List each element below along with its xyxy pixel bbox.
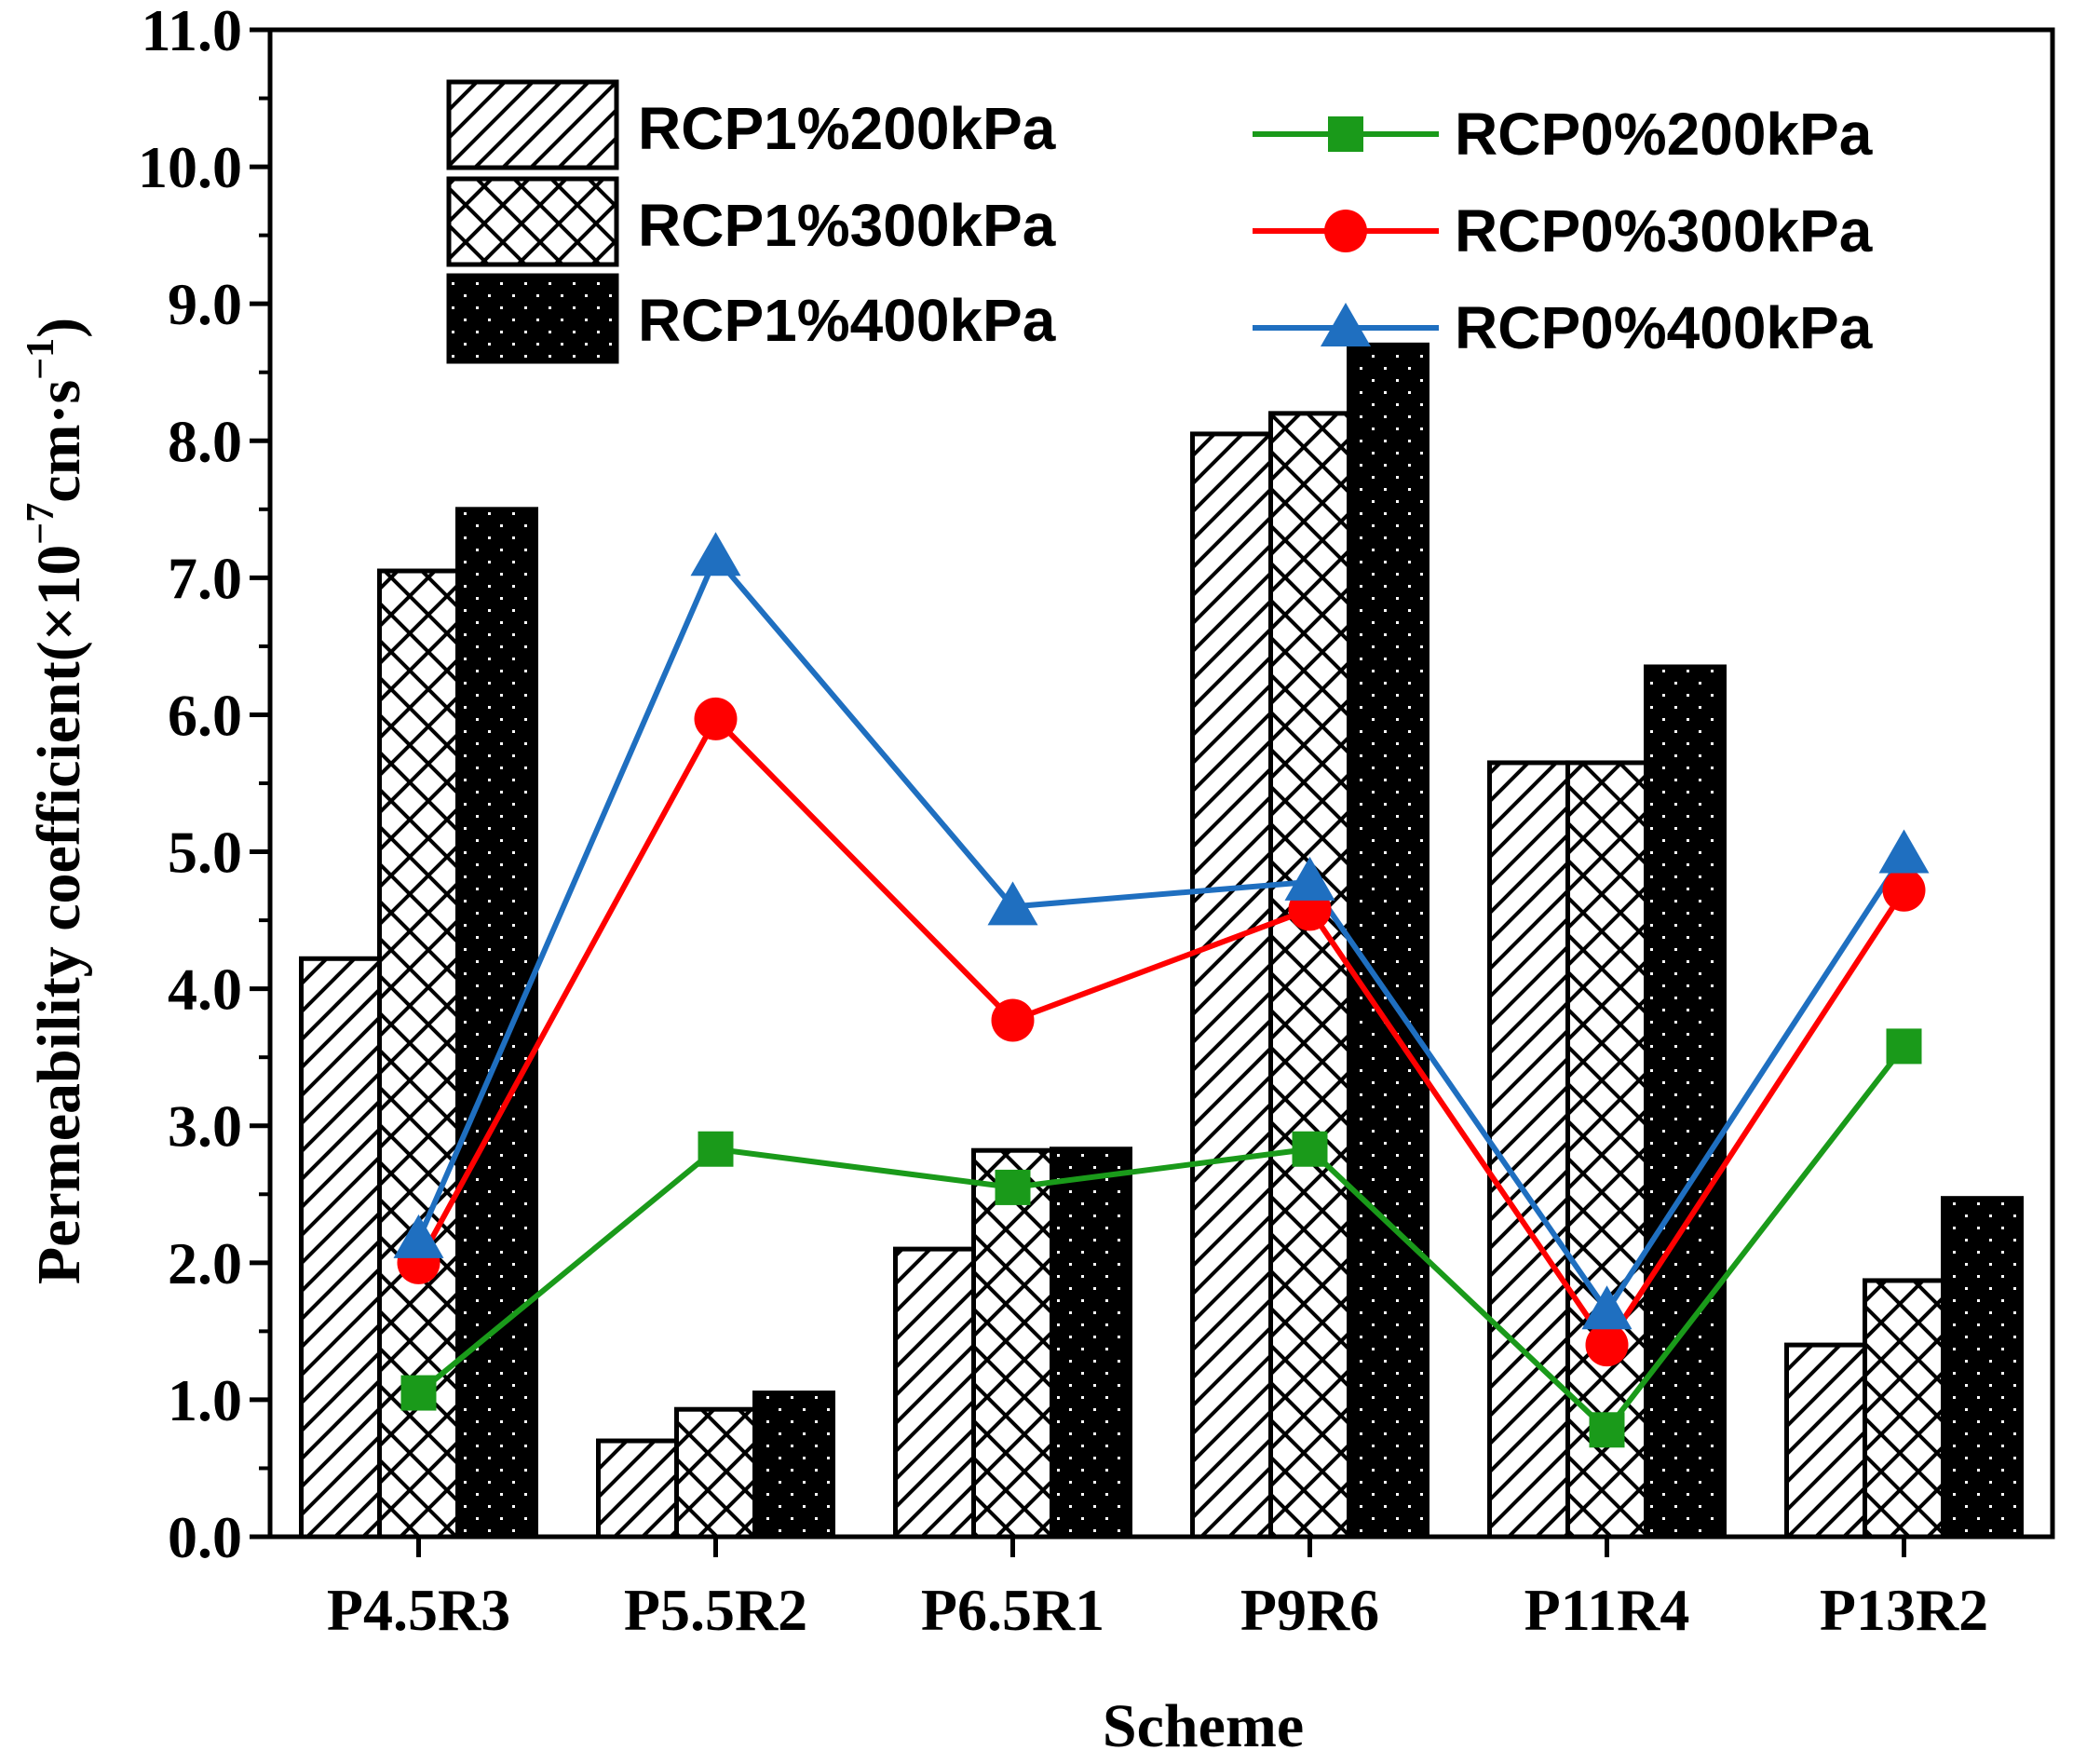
bar-RCP1%300kPa-P9R6 bbox=[1268, 411, 1351, 1540]
bar-RCP1%400kPa-P13R2 bbox=[1941, 1196, 2024, 1540]
bar-RCP1%200kPa-P6.5R1 bbox=[893, 1246, 976, 1540]
line-RCP0%300kPa bbox=[415, 713, 1907, 1350]
y-title-exp2: −1 bbox=[20, 338, 62, 380]
bar-RCP1%400kPa-P11R4 bbox=[1644, 664, 1727, 1540]
x-axis-title: Scheme bbox=[1103, 1692, 1304, 1760]
bar-RCP1%400kPa-P9R6 bbox=[1347, 342, 1429, 1540]
legend-item-bar-3: RCP1%400kPa bbox=[446, 273, 1056, 364]
x-tick-label: P4.5R3 bbox=[327, 1577, 510, 1643]
x-tick-label: P5.5R2 bbox=[624, 1577, 807, 1643]
y-title-exp1: −7 bbox=[20, 503, 62, 545]
y-tick-label: 0.0 bbox=[168, 1504, 242, 1570]
line-RCP0%400kPa bbox=[415, 551, 1907, 1316]
x-tick-label: P13R2 bbox=[1820, 1577, 1988, 1643]
point-RCP0%300kPa-P13R2 bbox=[1882, 868, 1926, 912]
y-tick-label: 7.0 bbox=[168, 545, 242, 611]
point-RCP0%200kPa-P13R2 bbox=[1886, 1028, 1922, 1065]
y-tick-label: 3.0 bbox=[168, 1093, 242, 1160]
legend-swatch-diagonal bbox=[446, 79, 619, 170]
point-RCP0%200kPa-P9R6 bbox=[1292, 1131, 1328, 1167]
legend-marker-square bbox=[1328, 116, 1363, 152]
line-RCP0%200kPa bbox=[416, 1044, 1906, 1434]
svg-text:Permeability coefficient(×10−7: Permeability coefficient(×10−7cm·s−1) bbox=[20, 318, 93, 1284]
line-group bbox=[393, 532, 1930, 1448]
point-RCP0%200kPa-P4.5R3 bbox=[400, 1375, 437, 1411]
y-tick-label: 2.0 bbox=[168, 1230, 242, 1296]
bar-RCP1%300kPa-P11R4 bbox=[1565, 760, 1648, 1540]
legend-label-bar-2: RCP1%300kPa bbox=[638, 192, 1056, 259]
bar-RCP1%200kPa-P5.5R2 bbox=[596, 1438, 679, 1540]
point-RCP0%400kPa-P13R2 bbox=[1878, 829, 1930, 874]
y-tick-label: 6.0 bbox=[168, 682, 242, 748]
plot-frame bbox=[267, 27, 2055, 1540]
point-RCP0%300kPa-P6.5R1 bbox=[991, 998, 1035, 1042]
y-tick-label: 1.0 bbox=[168, 1367, 242, 1433]
bar-RCP1%300kPa-P13R2 bbox=[1863, 1278, 1945, 1540]
y-tick-label: 10.0 bbox=[138, 134, 242, 200]
legend-item-bar-1: RCP1%200kPa bbox=[446, 79, 1056, 170]
y-tick-label: 9.0 bbox=[168, 271, 242, 337]
bar-RCP1%200kPa-P11R4 bbox=[1487, 760, 1570, 1540]
legend-label-bar-1: RCP1%200kPa bbox=[638, 95, 1056, 162]
legend-label-bar-3: RCP1%400kPa bbox=[638, 287, 1056, 354]
bar-RCP1%300kPa-P5.5R2 bbox=[674, 1406, 757, 1540]
bar-group bbox=[299, 342, 2024, 1540]
legend: RCP1%200kPa RCP1%300kPa RCP1%400kPa RCP0… bbox=[446, 79, 1873, 364]
point-RCP0%200kPa-P6.5R1 bbox=[995, 1169, 1031, 1205]
y-title-end: ) bbox=[25, 318, 93, 338]
bar-RCP1%400kPa-P6.5R1 bbox=[1050, 1147, 1132, 1540]
y-tick-label: 5.0 bbox=[168, 820, 242, 886]
bar-RCP1%200kPa-P13R2 bbox=[1784, 1342, 1867, 1540]
point-RCP0%200kPa-P11R4 bbox=[1589, 1412, 1625, 1448]
y-axis: 0.0 1.0 2.0 3.0 4.0 5.0 6.0 7.0 8.0 9.0 10.0 11.0 bbox=[138, 0, 270, 1570]
point-RCP0%200kPa-P5.5R2 bbox=[698, 1131, 734, 1167]
x-tick-label: P6.5R1 bbox=[921, 1577, 1104, 1643]
legend-marker-circle bbox=[1324, 210, 1367, 252]
legend-label-line-1: RCP0%200kPa bbox=[1455, 101, 1873, 168]
bar-RCP1%300kPa-P6.5R1 bbox=[971, 1147, 1054, 1540]
y-tick-label: 8.0 bbox=[168, 408, 242, 474]
legend-item-line-3: RCP0%400kPa bbox=[1253, 294, 1873, 361]
legend-marker-triangle bbox=[1321, 303, 1371, 346]
x-tick-label: P9R6 bbox=[1240, 1577, 1379, 1643]
legend-label-line-2: RCP0%300kPa bbox=[1455, 197, 1873, 265]
point-RCP0%300kPa-P11R4 bbox=[1585, 1323, 1629, 1367]
y-tick-label: 11.0 bbox=[142, 0, 242, 63]
point-RCP0%400kPa-P5.5R2 bbox=[690, 532, 741, 577]
point-RCP0%300kPa-P5.5R2 bbox=[694, 697, 738, 740]
legend-item-line-2: RCP0%300kPa bbox=[1253, 197, 1873, 265]
bar-RCP1%400kPa-P5.5R2 bbox=[752, 1391, 835, 1540]
legend-swatch-dots bbox=[446, 273, 619, 364]
point-RCP0%400kPa-P6.5R1 bbox=[987, 881, 1038, 926]
y-tick-label: 4.0 bbox=[168, 957, 242, 1023]
x-tick-label: P11R4 bbox=[1524, 1577, 1690, 1643]
legend-item-line-1: RCP0%200kPa bbox=[1253, 101, 1873, 168]
point-RCP0%400kPa-P4.5R3 bbox=[393, 1214, 444, 1258]
bar-RCP1%400kPa-P4.5R3 bbox=[455, 507, 538, 1540]
x-axis: P4.5R3 P5.5R2 P6.5R1 P9R6 P11R4 P13R2 bbox=[327, 1537, 1988, 1643]
bar-RCP1%200kPa-P4.5R3 bbox=[299, 956, 382, 1540]
y-axis-title: Permeability coefficient(×10−7cm·s−1) bbox=[20, 318, 93, 1284]
bar-RCP1%200kPa-P9R6 bbox=[1190, 431, 1273, 1540]
y-title-mid: cm·s bbox=[25, 380, 93, 503]
y-title-main: Permeability coefficient(×10 bbox=[25, 545, 93, 1284]
legend-item-bar-2: RCP1%300kPa bbox=[446, 176, 1056, 267]
point-RCP0%400kPa-P11R4 bbox=[1581, 1285, 1633, 1330]
legend-swatch-cross bbox=[446, 176, 619, 267]
legend-line-items: RCP0%200kPa RCP0%300kPa RCP0%400kPa bbox=[1253, 101, 1873, 361]
legend-label-line-3: RCP0%400kPa bbox=[1455, 294, 1873, 361]
point-RCP0%400kPa-P9R6 bbox=[1284, 856, 1335, 901]
